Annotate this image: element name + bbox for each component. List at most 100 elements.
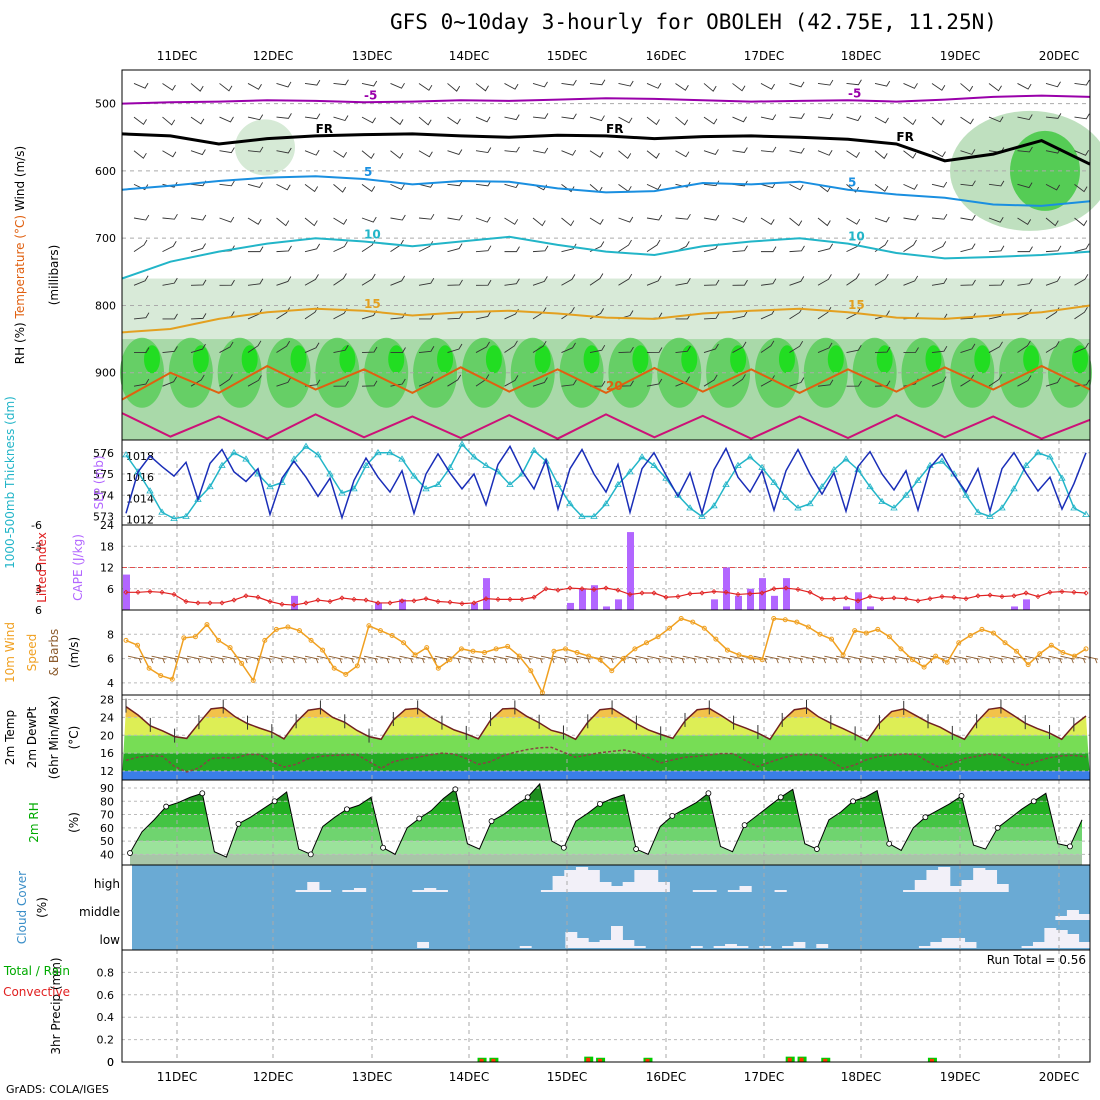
lifted-point	[783, 585, 789, 591]
wind-barb	[162, 116, 176, 126]
wind-barb	[960, 343, 976, 353]
lifted-point	[699, 590, 705, 596]
wind-barb-10m	[1048, 655, 1063, 664]
wind-barb	[960, 214, 976, 221]
wind-speed-line-point	[805, 624, 811, 630]
thickness-line-point	[1070, 504, 1078, 511]
wind-barb	[874, 80, 891, 87]
wind-barb	[846, 79, 862, 86]
thickness-line-point	[566, 499, 574, 507]
wind-speed-line-point	[296, 628, 302, 634]
lifted-point	[135, 589, 141, 595]
wind-barb-10m	[481, 655, 497, 664]
wind-speed-line-point	[528, 668, 534, 674]
isotherm--5	[121, 94, 1091, 105]
wind-barb	[903, 275, 919, 286]
wind-barb	[732, 245, 748, 253]
wind-speed-line-point	[1071, 653, 1077, 659]
wind-barb	[761, 246, 777, 253]
cape-bar	[471, 602, 478, 610]
tick-label-slp: 1016	[126, 471, 154, 484]
lifted-point	[267, 598, 273, 605]
cloud-bar-high	[949, 886, 962, 892]
wind-speed-line-point	[285, 624, 291, 630]
wind-barb	[504, 217, 519, 225]
wind-barb	[903, 83, 918, 89]
isotherm-label: 10	[848, 230, 865, 244]
wind-speed-line-point	[840, 652, 846, 658]
wind-barb-10m	[281, 655, 296, 664]
lifted-point	[639, 590, 645, 596]
wind-speed-line-point	[424, 645, 430, 651]
wind-barb	[817, 379, 834, 387]
wind-barb	[760, 146, 777, 153]
thickness-line-point	[1010, 485, 1018, 492]
lifted-point	[159, 589, 165, 595]
tick-label-wind: 4	[107, 677, 114, 690]
wind-barb	[276, 245, 292, 253]
thickness-line-point	[866, 482, 874, 490]
isotherm-label: 10	[364, 228, 381, 242]
thickness-line-point	[770, 478, 778, 485]
rh-point	[922, 814, 929, 821]
date-label-top: 15DEC	[547, 49, 587, 63]
wind-barb	[1017, 340, 1031, 353]
thickness-line-point	[170, 514, 178, 522]
wind-speed-line-point	[250, 677, 256, 683]
precip-legend-total: Total / Rain	[3, 964, 70, 978]
wind-barb	[988, 216, 1004, 223]
ylabel-lifted: Lifted Index	[35, 532, 49, 603]
wind-barb	[817, 113, 834, 120]
lifted-point	[351, 596, 357, 602]
wind-barb	[589, 344, 606, 353]
wind-barb-10m	[363, 655, 379, 664]
wind-barb	[903, 150, 917, 159]
rh-moist-core	[290, 345, 307, 374]
cape-bar	[591, 585, 598, 610]
wind-barb	[675, 213, 691, 220]
tick-label-precip: 0	[107, 1056, 114, 1069]
wind-barb	[960, 149, 976, 155]
wind-barb	[361, 216, 377, 223]
tick-label-thickness: 575	[93, 468, 114, 481]
wind-barb	[190, 279, 207, 286]
wind-barb-10m	[765, 655, 780, 664]
thickness-line-point	[962, 491, 970, 498]
wind-barb	[133, 312, 150, 320]
wind-barb	[675, 346, 691, 353]
rh-moist-core	[144, 345, 160, 374]
wind-barb	[219, 116, 234, 123]
isotherm-5	[121, 175, 1091, 207]
lifted-point	[399, 598, 405, 604]
wind-barb	[1045, 377, 1061, 387]
cape-bar	[579, 588, 586, 610]
wind-speed-line-point	[482, 650, 488, 655]
date-label-top: 16DEC	[646, 49, 686, 63]
wind-speed-line-point	[771, 616, 777, 621]
wind-barb	[960, 313, 976, 320]
lifted-point	[891, 595, 897, 601]
rh-point	[669, 812, 676, 819]
wind-barb-10m	[800, 655, 815, 664]
rh-band	[130, 783, 1082, 802]
rh-point	[488, 818, 495, 825]
wind-barb-10m	[1001, 655, 1016, 664]
wind-speed-line-point	[470, 648, 476, 654]
date-label-top: 17DEC	[744, 49, 784, 63]
lifted-point	[183, 598, 189, 605]
lifted-point	[951, 594, 957, 600]
wind-barb	[646, 275, 662, 286]
wind-speed-line-point	[1083, 646, 1089, 652]
cloud-bar-high	[634, 870, 647, 892]
wind-barb	[561, 79, 577, 86]
wind-barb-10m	[493, 655, 508, 664]
thickness-line-point	[590, 512, 598, 519]
wind-barb	[760, 114, 777, 121]
lifted-point	[507, 596, 513, 602]
wind-barb-10m	[635, 655, 650, 664]
wind-barb	[561, 306, 575, 320]
wind-barb	[361, 116, 376, 124]
lifted-point	[999, 593, 1005, 600]
thickness-line-point	[554, 480, 562, 488]
wind-barb	[304, 217, 318, 227]
